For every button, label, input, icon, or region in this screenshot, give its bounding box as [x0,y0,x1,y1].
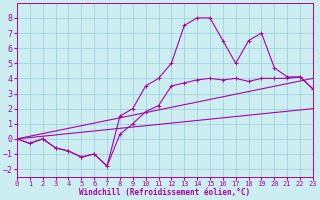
X-axis label: Windchill (Refroidissement éolien,°C): Windchill (Refroidissement éolien,°C) [79,188,251,197]
